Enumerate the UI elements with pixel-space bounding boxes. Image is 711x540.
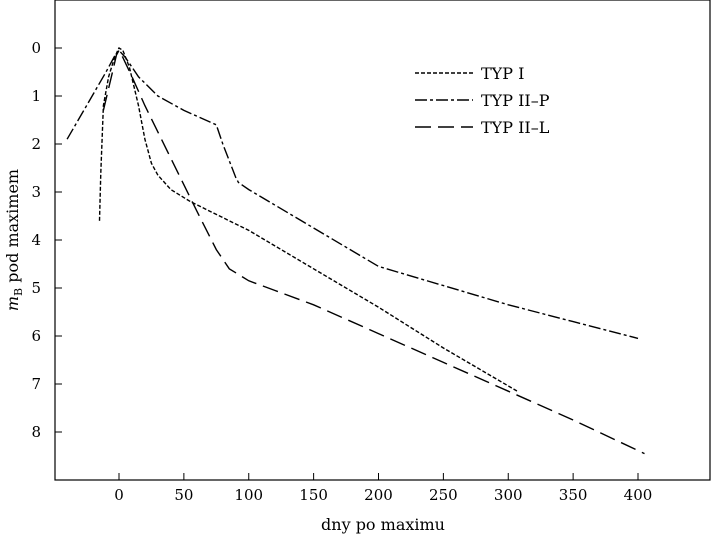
series-layer	[66, 47, 645, 455]
plot-frame	[54, 0, 711, 481]
series-line-1	[98, 47, 518, 392]
y-axis: 0 1 2 3 4 5 6 7 8	[31, 39, 62, 441]
y-tick-label: 2	[31, 135, 41, 153]
y-axis-label: mB pod maximem	[3, 169, 25, 311]
y-tick-label: 3	[31, 183, 41, 201]
x-tick-label: 100	[234, 486, 263, 504]
x-tick-label: 300	[494, 486, 523, 504]
x-tick-label: 150	[299, 486, 328, 504]
y-tick-label: 7	[31, 375, 41, 393]
y-tick-label: 8	[31, 423, 41, 441]
x-tick-label: 250	[429, 486, 458, 504]
x-axis-label: dny po maximu	[321, 515, 445, 534]
legend-label-2: TYP II–P	[481, 91, 550, 110]
series-line-2	[66, 49, 639, 340]
y-tick-label: 6	[31, 327, 41, 345]
legend: TYP I TYP II–P TYP II–L	[415, 64, 550, 137]
y-tick-label: 5	[31, 279, 41, 297]
series-line-3	[102, 48, 645, 455]
x-tick-label: 200	[364, 486, 393, 504]
x-tick-label: 350	[559, 486, 588, 504]
y-tick-label: 1	[31, 87, 41, 105]
y-tick-label: 0	[31, 39, 41, 57]
legend-label-3: TYP II–L	[481, 118, 550, 137]
x-axis: 0 50 100 150 200 250 300 350 400	[114, 473, 652, 504]
x-tick-label: 0	[114, 486, 124, 504]
x-tick-label: 50	[174, 486, 193, 504]
x-tick-label: 400	[624, 486, 653, 504]
y-tick-label: 4	[31, 231, 41, 249]
legend-label-1: TYP I	[481, 64, 524, 83]
